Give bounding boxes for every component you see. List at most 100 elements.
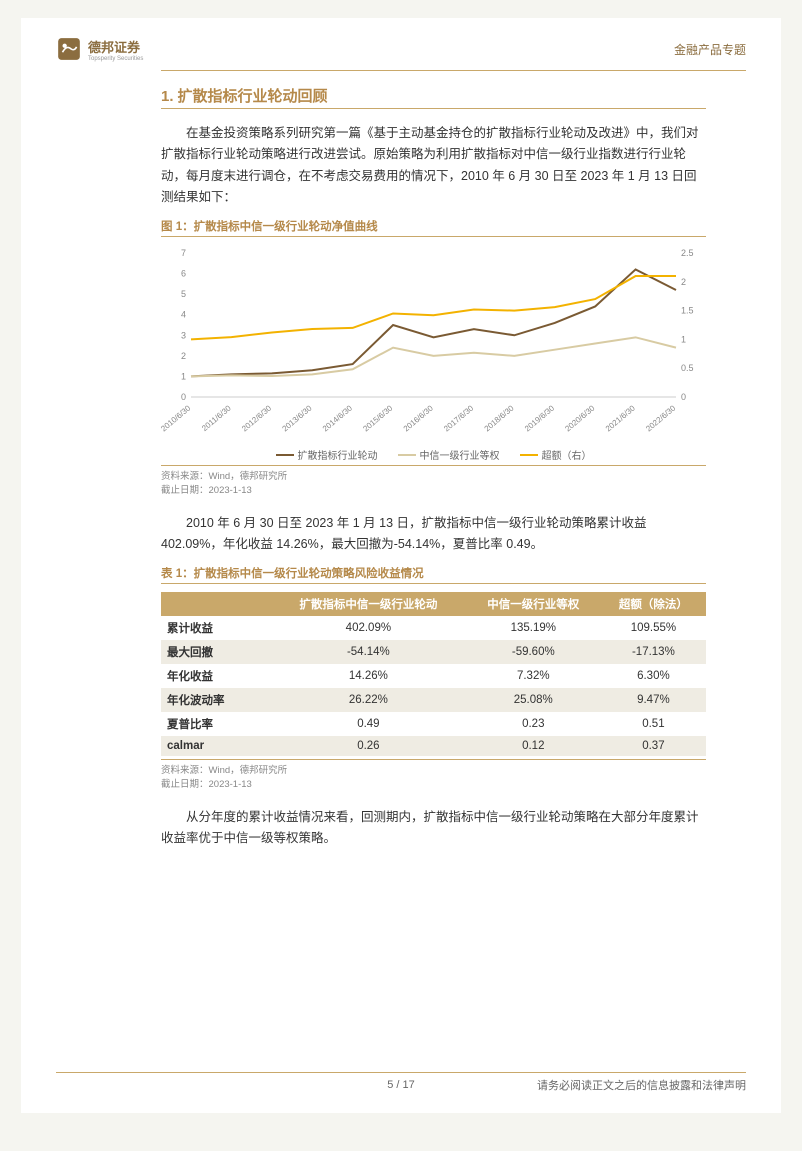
legend-swatch	[398, 454, 416, 456]
legend-item: 超额（右）	[520, 447, 592, 462]
legend-item: 中信一级行业等权	[398, 447, 500, 462]
source-line: 截止日期：2023-1-13	[161, 484, 706, 498]
page-header: 德邦证券 Topsperity Securities 金融产品专题	[21, 18, 781, 68]
svg-text:5: 5	[181, 289, 186, 299]
table-header-cell: 超额（除法）	[601, 592, 706, 616]
table-cell: 6.30%	[601, 664, 706, 688]
table-cell: 最大回撤	[161, 640, 271, 664]
table-cell: 年化波动率	[161, 688, 271, 712]
page-number: 5 / 17	[387, 1079, 415, 1091]
svg-text:2022/6/30: 2022/6/30	[644, 403, 677, 433]
table-cell: -54.14%	[271, 640, 466, 664]
table-row: 年化波动率26.22%25.08%9.47%	[161, 688, 706, 712]
svg-text:2014/6/30: 2014/6/30	[321, 403, 354, 433]
svg-text:6: 6	[181, 269, 186, 279]
header-right-label: 金融产品专题	[674, 41, 746, 58]
table-cell: 0.12	[466, 736, 601, 756]
table-1: 扩散指标中信一级行业轮动中信一级行业等权超额（除法） 累计收益402.09%13…	[161, 592, 706, 756]
table-cell: -59.60%	[466, 640, 601, 664]
table-row: calmar0.260.120.37	[161, 736, 706, 756]
table-cell: -17.13%	[601, 640, 706, 664]
table-row: 最大回撤-54.14%-59.60%-17.13%	[161, 640, 706, 664]
svg-text:7: 7	[181, 248, 186, 258]
section-underline	[161, 108, 706, 109]
svg-text:0.5: 0.5	[681, 363, 694, 373]
table-1-rule	[161, 583, 706, 584]
table-row: 夏普比率0.490.230.51	[161, 712, 706, 736]
page-footer: 5 / 17 请务必阅读正文之后的信息披露和法律声明	[56, 1072, 746, 1091]
svg-text:2018/6/30: 2018/6/30	[483, 403, 516, 433]
paragraph-1: 在基金投资策略系列研究第一篇《基于主动基金持仓的扩散指标行业轮动及改进》中，我们…	[161, 123, 706, 208]
legend-label: 中信一级行业等权	[420, 447, 500, 462]
table-1-source: 资料来源：Wind，德邦研究所 截止日期：2023-1-13	[161, 759, 706, 793]
brand-name-cn: 德邦证券	[88, 37, 143, 56]
table-row: 累计收益402.09%135.19%109.55%	[161, 616, 706, 640]
table-cell: calmar	[161, 736, 271, 756]
brand-name-en: Topsperity Securities	[88, 56, 143, 62]
paragraph-2: 2010 年 6 月 30 日至 2023 年 1 月 13 日，扩散指标中信一…	[161, 513, 706, 556]
brand-block: 德邦证券 Topsperity Securities	[56, 36, 143, 62]
table-cell: 年化收益	[161, 664, 271, 688]
figure-1-chart: 0123456700.511.522.52010/6/302011/6/3020…	[161, 245, 706, 445]
svg-text:2010/6/30: 2010/6/30	[161, 403, 193, 433]
svg-text:2017/6/30: 2017/6/30	[442, 403, 475, 433]
section-number: 1.	[161, 88, 174, 105]
table-cell: 0.37	[601, 736, 706, 756]
legend-swatch	[520, 454, 538, 456]
table-cell: 累计收益	[161, 616, 271, 640]
svg-text:2021/6/30: 2021/6/30	[604, 403, 637, 433]
svg-text:0: 0	[181, 392, 186, 402]
line-chart-svg: 0123456700.511.522.52010/6/302011/6/3020…	[161, 245, 706, 445]
table-cell: 0.49	[271, 712, 466, 736]
svg-text:1: 1	[181, 371, 186, 381]
figure-1-title: 图 1：扩散指标中信一级行业轮动净值曲线	[161, 218, 706, 234]
svg-text:0: 0	[681, 392, 686, 402]
svg-text:1: 1	[681, 334, 686, 344]
legend-label: 扩散指标行业轮动	[298, 447, 378, 462]
table-cell: 0.23	[466, 712, 601, 736]
svg-text:2013/6/30: 2013/6/30	[280, 403, 313, 433]
table-header-cell: 扩散指标中信一级行业轮动	[271, 592, 466, 616]
table-head-row: 扩散指标中信一级行业轮动中信一级行业等权超额（除法）	[161, 592, 706, 616]
table-cell: 9.47%	[601, 688, 706, 712]
source-line: 截止日期：2023-1-13	[161, 778, 706, 792]
table-header-cell	[161, 592, 271, 616]
footer-disclaimer: 请务必阅读正文之后的信息披露和法律声明	[537, 1077, 746, 1093]
svg-text:2.5: 2.5	[681, 248, 694, 258]
table-cell: 7.32%	[466, 664, 601, 688]
svg-text:4: 4	[181, 310, 186, 320]
brand-logo-icon	[56, 36, 82, 62]
svg-text:2: 2	[181, 351, 186, 361]
svg-text:2012/6/30: 2012/6/30	[240, 403, 273, 433]
section-heading: 1. 扩散指标行业轮动回顾	[161, 85, 706, 106]
table-1-title: 表 1：扩散指标中信一级行业轮动策略风险收益情况	[161, 565, 706, 581]
source-line: 资料来源：Wind，德邦研究所	[161, 764, 706, 778]
svg-text:2: 2	[681, 277, 686, 287]
svg-text:2016/6/30: 2016/6/30	[402, 403, 435, 433]
svg-text:2019/6/30: 2019/6/30	[523, 403, 556, 433]
table-cell: 25.08%	[466, 688, 601, 712]
legend-swatch	[276, 454, 294, 456]
table-cell: 0.51	[601, 712, 706, 736]
svg-text:1.5: 1.5	[681, 306, 694, 316]
figure-1-legend: 扩散指标行业轮动 中信一级行业等权 超额（右）	[161, 447, 706, 462]
table-cell: 0.26	[271, 736, 466, 756]
table-row: 年化收益14.26%7.32%6.30%	[161, 664, 706, 688]
table-cell: 402.09%	[271, 616, 466, 640]
legend-item: 扩散指标行业轮动	[276, 447, 378, 462]
svg-text:2020/6/30: 2020/6/30	[563, 403, 596, 433]
figure-1-source: 资料来源：Wind，德邦研究所 截止日期：2023-1-13	[161, 465, 706, 499]
table-cell: 夏普比率	[161, 712, 271, 736]
table-header-cell: 中信一级行业等权	[466, 592, 601, 616]
table-cell: 135.19%	[466, 616, 601, 640]
section-title: 扩散指标行业轮动回顾	[178, 85, 328, 106]
legend-label: 超额（右）	[542, 447, 592, 462]
svg-text:2011/6/30: 2011/6/30	[200, 403, 233, 433]
source-line: 资料来源：Wind，德邦研究所	[161, 470, 706, 484]
svg-text:3: 3	[181, 330, 186, 340]
svg-text:2015/6/30: 2015/6/30	[361, 403, 394, 433]
table-cell: 14.26%	[271, 664, 466, 688]
figure-1-rule	[161, 236, 706, 237]
table-body: 累计收益402.09%135.19%109.55%最大回撤-54.14%-59.…	[161, 616, 706, 756]
table-cell: 26.22%	[271, 688, 466, 712]
